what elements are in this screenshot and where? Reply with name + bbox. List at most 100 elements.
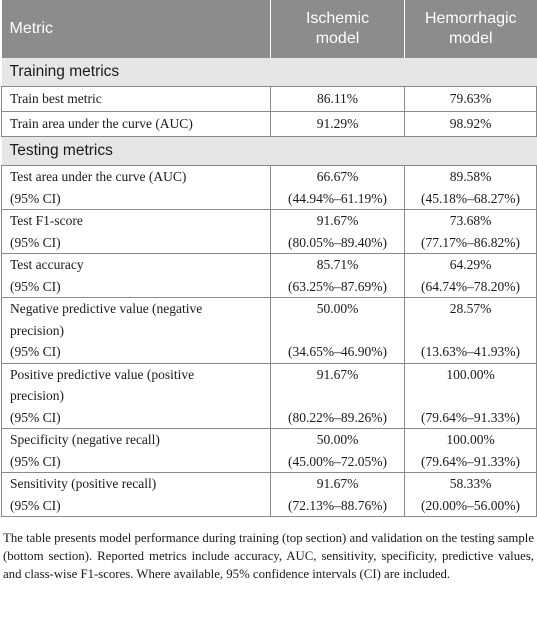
header-ischemic-model: Ischemic model: [270, 0, 405, 58]
ischemic-value: 91.67%: [316, 366, 359, 382]
ischemic-value: 50.00%: [316, 432, 359, 447]
metric-cell: Negative predictive value (negative preci…: [1, 297, 271, 364]
hemorrhagic-ci: (20.00%–56.00%): [421, 497, 520, 513]
header-hemorrhagic-line2: model: [448, 30, 493, 47]
metric-cell: Train area under the curve (AUC): [1, 111, 271, 137]
section-title: Testing metrics: [1, 136, 537, 166]
ischemic-cell: 86.11%: [270, 86, 405, 112]
metric-name: Test accuracy: [10, 257, 84, 272]
ischemic-value: 50.00%: [316, 301, 359, 316]
metric-name: precision): [10, 388, 64, 403]
hemorrhagic-cell: 64.29% (64.74%–78.20%): [404, 253, 537, 298]
hemorrhagic-ci: (79.64%–91.33%): [421, 453, 520, 469]
table-row: Specificity (negative recall) (95% CI) 50.…: [1, 428, 537, 473]
hemorrhagic-value: 64.29%: [449, 257, 492, 272]
metric-name: Sensitivity (positive recall): [10, 476, 157, 491]
ci-label: (95% CI): [10, 409, 61, 425]
spacer: [279, 320, 396, 342]
metric-cell: Test accuracy (95% CI): [1, 253, 271, 298]
ischemic-cell: 85.71% (63.25%–87.69%): [270, 253, 405, 298]
ischemic-cell: 66.67% (44.94%–61.19%): [270, 165, 405, 210]
metric-name: Negative predictive value (negative: [10, 301, 203, 316]
hemorrhagic-value: 79.63%: [449, 91, 492, 106]
table-header: Metric Ischemic model Hemorrhagic model: [1, 0, 537, 58]
ischemic-ci: (45.00%–72.05%): [288, 453, 387, 469]
metric-name: Specificity (negative recall): [10, 432, 160, 447]
metric-cell: Specificity (negative recall) (95% CI): [1, 428, 271, 473]
ischemic-cell: 91.67% (80.22%–89.26%): [270, 363, 405, 429]
ischemic-ci: (80.05%–89.40%): [288, 234, 387, 250]
ischemic-value: 85.71%: [316, 257, 359, 272]
ischemic-ci: (63.25%–87.69%): [288, 278, 387, 294]
table-row: Test accuracy (95% CI) 85.71% (63.25%–87.69…: [1, 253, 537, 298]
table-caption: The table presents model performance dur…: [3, 531, 534, 581]
metric-name: Positive predictive value (positive: [10, 366, 195, 382]
metric-cell: Positive predictive value (positive preci…: [1, 363, 271, 429]
hemorrhagic-ci: (13.63%–41.93%): [421, 344, 520, 359]
spacer: [413, 385, 528, 407]
hemorrhagic-ci: (45.18%–68.27%): [421, 190, 520, 206]
metric-cell: Sensitivity (positive recall) (95% CI): [1, 472, 271, 517]
table-row: Test F1-score (95% CI) 91.67% (80.05%–89.40…: [1, 209, 537, 254]
ischemic-cell: 50.00% (34.65%–46.90%): [270, 297, 405, 364]
spacer: [279, 385, 396, 407]
hemorrhagic-ci: (77.17%–86.82%): [421, 234, 520, 250]
metric-name: Train best metric: [10, 91, 102, 106]
section-header-testing: Testing metrics: [1, 136, 537, 166]
table-row: Negative predictive value (negative preci…: [1, 297, 537, 364]
metric-cell: Train best metric: [1, 86, 271, 112]
ischemic-value: 86.11%: [316, 91, 359, 106]
ischemic-value: 91.67%: [316, 476, 359, 491]
ischemic-cell: 91.67% (72.13%–88.76%): [270, 472, 405, 517]
table-container: Metric Ischemic model Hemorrhagic model …: [1, 0, 537, 583]
table-row: Test area under the curve (AUC) (95% CI) 6…: [1, 165, 537, 210]
hemorrhagic-cell: 73.68% (77.17%–86.82%): [404, 209, 537, 254]
section-header-training: Training metrics: [1, 58, 537, 87]
ischemic-cell: 50.00% (45.00%–72.05%): [270, 428, 405, 473]
hemorrhagic-ci: (79.64%–91.33%): [421, 409, 520, 425]
spacer: [413, 320, 528, 342]
ci-label: (95% CI): [10, 278, 61, 294]
hemorrhagic-cell: 98.92%: [404, 111, 537, 137]
ci-label: (95% CI): [10, 190, 61, 206]
hemorrhagic-cell: 89.58% (45.18%–68.27%): [404, 165, 537, 210]
ischemic-ci: (80.22%–89.26%): [288, 409, 387, 425]
ci-label: (95% CI): [10, 234, 61, 250]
table-row: Train best metric 86.11% 79.63%: [1, 86, 537, 112]
ischemic-cell: 91.29%: [270, 111, 405, 137]
hemorrhagic-ci: (64.74%–78.20%): [421, 278, 520, 294]
hemorrhagic-value: 73.68%: [449, 213, 492, 228]
table-row: Positive predictive value (positive preci…: [1, 363, 537, 429]
ischemic-value: 66.67%: [316, 169, 359, 184]
header-metric: Metric: [1, 0, 271, 58]
ischemic-ci: (34.65%–46.90%): [288, 344, 387, 359]
ischemic-cell: 91.67% (80.05%–89.40%): [270, 209, 405, 254]
header-ischemic-line2: model: [315, 30, 360, 47]
hemorrhagic-value: 100.00%: [446, 366, 495, 382]
ci-label: (95% CI): [10, 453, 61, 469]
metrics-table: Metric Ischemic model Hemorrhagic model …: [1, 0, 537, 517]
ischemic-ci: (44.94%–61.19%): [288, 190, 387, 206]
hemorrhagic-value: 58.33%: [449, 476, 492, 491]
metric-name: precision): [10, 322, 64, 338]
hemorrhagic-cell: 79.63%: [404, 86, 537, 112]
header-hemorrhagic-line1: Hemorrhagic: [424, 10, 517, 27]
metric-name: Test area under the curve (AUC): [10, 169, 187, 184]
metric-cell: Test F1-score (95% CI): [1, 209, 271, 254]
table-row: Sensitivity (positive recall) (95% CI) 91.…: [1, 472, 537, 517]
hemorrhagic-value: 28.57%: [449, 301, 492, 316]
hemorrhagic-value: 98.92%: [449, 116, 492, 131]
hemorrhagic-cell: 100.00% (79.64%–91.33%): [404, 428, 537, 473]
ischemic-value: 91.67%: [316, 213, 359, 228]
hemorrhagic-value: 89.58%: [449, 169, 492, 184]
table-body: Training metrics Train best metric 86.11% 7…: [1, 58, 537, 517]
header-ischemic-line1: Ischemic: [305, 10, 370, 27]
hemorrhagic-value: 100.00%: [446, 432, 495, 447]
section-title: Training metrics: [1, 58, 537, 87]
hemorrhagic-cell: 100.00% (79.64%–91.33%): [404, 363, 537, 429]
ischemic-ci: (72.13%–88.76%): [288, 497, 387, 513]
ci-label: (95% CI): [10, 497, 61, 513]
metric-cell: Test area under the curve (AUC) (95% CI): [1, 165, 271, 210]
metric-name: Test F1-score: [10, 213, 83, 228]
hemorrhagic-cell: 58.33% (20.00%–56.00%): [404, 472, 537, 517]
